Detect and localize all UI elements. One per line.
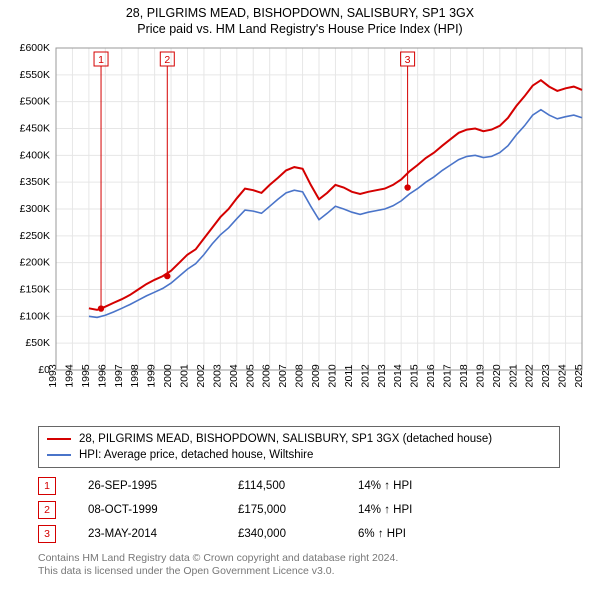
- legend-label: HPI: Average price, detached house, Wilt…: [79, 449, 313, 461]
- svg-text:1999: 1999: [146, 364, 158, 388]
- footer-line: Contains HM Land Registry data © Crown c…: [38, 552, 560, 565]
- svg-text:1994: 1994: [63, 364, 75, 388]
- page-title: 28, PILGRIMS MEAD, BISHOPDOWN, SALISBURY…: [0, 6, 600, 20]
- svg-text:2001: 2001: [179, 364, 191, 388]
- svg-text:2018: 2018: [458, 364, 470, 388]
- sales-row: 1 26-SEP-1995£114,50014% ↑ HPI: [38, 474, 560, 498]
- sale-marker-icon: 2: [38, 501, 56, 519]
- svg-text:2019: 2019: [474, 364, 486, 388]
- svg-text:£550K: £550K: [20, 69, 50, 81]
- svg-text:2010: 2010: [326, 364, 338, 388]
- sale-delta: 14% ↑ HPI: [358, 480, 478, 492]
- svg-text:2008: 2008: [294, 364, 306, 388]
- sale-date: 23-MAY-2014: [88, 528, 238, 540]
- sale-delta: 6% ↑ HPI: [358, 528, 478, 540]
- svg-text:£100K: £100K: [20, 310, 50, 322]
- svg-text:2004: 2004: [228, 364, 240, 388]
- svg-text:2009: 2009: [310, 364, 322, 388]
- sales-row: 3 23-MAY-2014£340,0006% ↑ HPI: [38, 522, 560, 546]
- svg-text:£450K: £450K: [20, 123, 50, 135]
- svg-text:2020: 2020: [491, 364, 503, 388]
- svg-text:2015: 2015: [409, 364, 421, 388]
- svg-text:2024: 2024: [557, 364, 569, 388]
- svg-text:£150K: £150K: [20, 284, 50, 296]
- svg-text:2014: 2014: [392, 364, 404, 388]
- footer-line: This data is licensed under the Open Gov…: [38, 565, 560, 578]
- svg-text:£600K: £600K: [20, 42, 50, 54]
- legend-item: HPI: Average price, detached house, Wilt…: [47, 447, 551, 463]
- svg-text:1997: 1997: [113, 364, 125, 388]
- svg-text:2000: 2000: [162, 364, 174, 388]
- svg-text:2003: 2003: [211, 364, 223, 388]
- svg-text:1995: 1995: [80, 364, 92, 388]
- svg-text:1998: 1998: [129, 364, 141, 388]
- svg-text:1996: 1996: [96, 364, 108, 388]
- svg-text:2005: 2005: [244, 364, 256, 388]
- sale-date: 08-OCT-1999: [88, 504, 238, 516]
- svg-text:2023: 2023: [540, 364, 552, 388]
- svg-text:2025: 2025: [573, 364, 585, 388]
- svg-text:£400K: £400K: [20, 149, 50, 161]
- svg-text:£500K: £500K: [20, 96, 50, 108]
- legend-swatch: [47, 438, 71, 440]
- legend-item: 28, PILGRIMS MEAD, BISHOPDOWN, SALISBURY…: [47, 431, 551, 447]
- chart-legend: 28, PILGRIMS MEAD, BISHOPDOWN, SALISBURY…: [38, 426, 560, 468]
- sales-table: 1 26-SEP-1995£114,50014% ↑ HPI 2 08-OCT-199…: [38, 474, 560, 546]
- svg-text:1993: 1993: [47, 364, 59, 388]
- svg-text:£50K: £50K: [25, 337, 50, 349]
- svg-text:3: 3: [405, 54, 411, 66]
- svg-text:2002: 2002: [195, 364, 207, 388]
- legend-swatch: [47, 454, 71, 456]
- sale-price: £175,000: [238, 504, 358, 516]
- svg-text:£350K: £350K: [20, 176, 50, 188]
- svg-text:£200K: £200K: [20, 257, 50, 269]
- svg-text:£300K: £300K: [20, 203, 50, 215]
- svg-text:2016: 2016: [425, 364, 437, 388]
- svg-text:2022: 2022: [524, 364, 536, 388]
- svg-text:£250K: £250K: [20, 230, 50, 242]
- svg-text:2006: 2006: [261, 364, 273, 388]
- svg-text:2012: 2012: [359, 364, 371, 388]
- sales-row: 2 08-OCT-1999£175,00014% ↑ HPI: [38, 498, 560, 522]
- svg-text:2007: 2007: [277, 364, 289, 388]
- page-subtitle: Price paid vs. HM Land Registry's House …: [0, 22, 600, 36]
- sale-price: £114,500: [238, 480, 358, 492]
- svg-text:1: 1: [98, 54, 104, 66]
- svg-text:2017: 2017: [442, 364, 454, 388]
- svg-text:2011: 2011: [343, 365, 355, 388]
- attribution-footer: Contains HM Land Registry data © Crown c…: [38, 552, 560, 578]
- price-chart: £0£50K£100K£150K£200K£250K£300K£350K£400…: [12, 42, 588, 412]
- sale-date: 26-SEP-1995: [88, 480, 238, 492]
- svg-text:2: 2: [164, 54, 170, 66]
- legend-label: 28, PILGRIMS MEAD, BISHOPDOWN, SALISBURY…: [79, 433, 492, 445]
- sale-marker-icon: 1: [38, 477, 56, 495]
- svg-text:2013: 2013: [376, 364, 388, 388]
- sale-marker-icon: 3: [38, 525, 56, 543]
- sale-delta: 14% ↑ HPI: [358, 504, 478, 516]
- sale-price: £340,000: [238, 528, 358, 540]
- svg-text:2021: 2021: [507, 364, 519, 388]
